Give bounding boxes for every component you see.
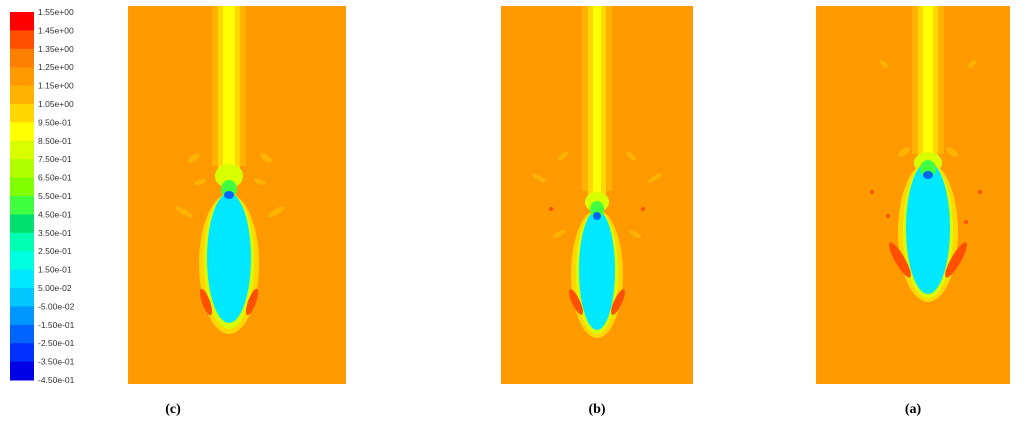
colorbar-tick-label: -4.50e-01 <box>38 375 75 385</box>
colorbar-tick-label: -5.00e-02 <box>38 301 75 311</box>
side-streak <box>946 147 958 157</box>
contour-panel-a <box>816 6 1010 384</box>
colorbar-tick-label: 1.55e+00 <box>38 8 74 17</box>
colorbar-swatch <box>10 214 34 234</box>
dark-dot <box>549 207 553 211</box>
colorbar-swatch <box>10 12 34 31</box>
dark-side-lobe <box>889 242 911 278</box>
colorbar-swatch <box>10 104 34 123</box>
colorbar-swatch <box>10 361 34 381</box>
dark-dot <box>964 220 968 224</box>
colorbar-tick-label: 1.15e+00 <box>38 81 74 91</box>
side-streak <box>898 147 910 157</box>
colorbar-swatch <box>10 232 34 252</box>
colorbar-tick-label: -3.50e-01 <box>38 357 75 367</box>
colorbar-swatch <box>10 67 34 87</box>
dark-dot <box>978 190 982 194</box>
side-streak <box>260 153 272 163</box>
neck-blue <box>593 212 601 220</box>
colorbar-tick-label: 9.50e-01 <box>38 117 72 127</box>
side-streak <box>175 206 193 218</box>
bubble-body <box>207 193 251 323</box>
colorbar-swatch <box>10 288 34 307</box>
colorbar-tick-label: 1.35e+00 <box>38 44 74 54</box>
colorbar-swatch <box>10 48 34 68</box>
wake-inner <box>593 6 601 202</box>
side-streak <box>267 206 285 218</box>
bubble-body <box>906 162 950 294</box>
side-streak <box>194 178 206 186</box>
colorbar-swatch <box>10 159 34 179</box>
contour-panel-b <box>501 6 693 384</box>
colorbar-swatch <box>10 306 34 326</box>
colorbar-tick-label: 7.50e-01 <box>38 154 72 164</box>
colorbar-swatch <box>10 343 34 363</box>
caption-c: (c) <box>165 402 181 417</box>
side-streak <box>552 229 566 239</box>
colorbar-tick-label: 8.50e-01 <box>38 136 72 146</box>
wake-tail <box>215 164 243 188</box>
colorbar-tick-label: -1.50e-01 <box>38 320 75 330</box>
dark-side-lobe <box>945 242 967 278</box>
colorbar-tick-label: 6.50e-01 <box>38 173 72 183</box>
wake-inner <box>923 6 933 166</box>
colorbar-swatch <box>10 140 34 160</box>
dark-side-lobe <box>569 289 583 315</box>
colorbar-tick-label: 1.05e+00 <box>38 99 74 109</box>
dark-dot <box>870 190 874 194</box>
side-streak <box>880 59 888 69</box>
colorbar-tick-label: -2.50e-01 <box>38 338 75 348</box>
dark-side-lobe <box>199 288 213 316</box>
colorbar-tick-label: 1.50e-01 <box>38 265 72 275</box>
side-streak <box>968 59 976 69</box>
caption-a: (a) <box>904 402 922 417</box>
colorbar-tick-label: 5.50e-01 <box>38 191 72 201</box>
contour-panel-c <box>128 6 346 384</box>
side-streak <box>531 173 547 183</box>
neck-blue <box>923 171 933 179</box>
colorbar-tick-label: 2.50e-01 <box>38 246 72 256</box>
neck-blue <box>224 191 234 199</box>
colorbar-tick-label: 5.00e-02 <box>38 283 72 293</box>
colorbar-swatch <box>10 324 34 344</box>
side-streak <box>558 151 568 161</box>
colorbar-tick-label: 1.25e+00 <box>38 62 74 72</box>
colorbar-swatch <box>10 196 34 215</box>
colorbar-tick-label: 3.50e-01 <box>38 228 72 238</box>
colorbar-tick-label: 4.50e-01 <box>38 209 72 219</box>
wake-inner <box>223 6 235 178</box>
caption-b: (b) <box>588 402 606 417</box>
dark-side-lobe <box>611 289 625 315</box>
colorbar-legend: 1.55e+00 1.45e+00 1.35e+00 1.25e+00 1.15e+00… <box>10 8 75 385</box>
dark-dot <box>641 207 645 211</box>
dark-dot <box>886 214 890 218</box>
side-streak <box>647 173 663 183</box>
side-streak <box>254 178 266 186</box>
dark-side-lobe <box>245 288 259 316</box>
colorbar-swatch <box>10 177 34 197</box>
contour-plot-a <box>816 6 1010 384</box>
colorbar-swatch <box>10 251 34 271</box>
contour-plot-c <box>128 6 346 384</box>
side-streak <box>628 229 642 239</box>
bubble-body <box>579 210 615 330</box>
colorbar-tick-label: 1.45e+00 <box>38 25 74 35</box>
side-streak <box>188 153 200 163</box>
side-streak <box>626 151 636 161</box>
colorbar-swatch <box>10 269 34 289</box>
colorbar-swatch <box>10 85 34 105</box>
colorbar-swatch <box>10 30 34 50</box>
colorbar-swatch <box>10 122 34 142</box>
contour-plot-b <box>501 6 693 384</box>
